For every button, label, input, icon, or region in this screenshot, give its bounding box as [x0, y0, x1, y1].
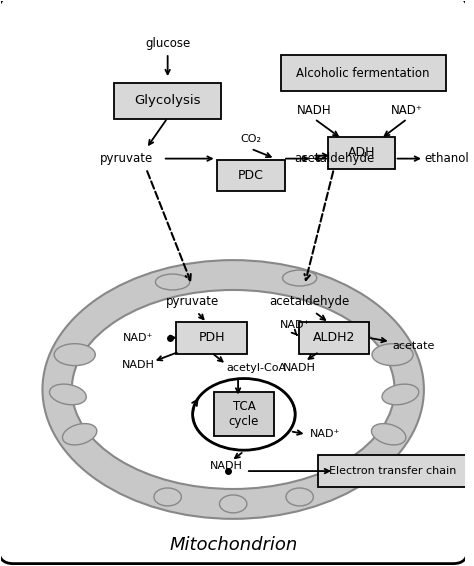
Text: acetaldehyde: acetaldehyde [294, 152, 374, 165]
Ellipse shape [72, 290, 394, 489]
FancyBboxPatch shape [318, 455, 467, 487]
Text: Glycolysis: Glycolysis [135, 95, 201, 108]
Ellipse shape [219, 495, 247, 513]
Ellipse shape [283, 270, 317, 286]
Ellipse shape [54, 344, 95, 366]
Text: NADH: NADH [297, 104, 332, 117]
Ellipse shape [43, 260, 424, 519]
Ellipse shape [286, 488, 313, 506]
Text: acetyl-CoA: acetyl-CoA [226, 363, 286, 372]
Ellipse shape [154, 488, 182, 506]
Ellipse shape [382, 384, 419, 405]
Ellipse shape [155, 274, 190, 290]
Ellipse shape [372, 344, 413, 366]
Text: TCA
cycle: TCA cycle [229, 400, 259, 428]
Text: ADH: ADH [347, 146, 375, 159]
Text: CO₂: CO₂ [240, 134, 261, 144]
Text: NAD⁺: NAD⁺ [123, 333, 154, 343]
FancyBboxPatch shape [299, 322, 369, 354]
Ellipse shape [49, 384, 86, 405]
Ellipse shape [63, 423, 97, 445]
FancyBboxPatch shape [281, 55, 446, 91]
FancyBboxPatch shape [217, 160, 284, 191]
Text: Mitochondrion: Mitochondrion [169, 535, 297, 554]
Text: NADH: NADH [122, 359, 155, 370]
Text: ethanol: ethanol [424, 152, 469, 165]
Text: ALDH2: ALDH2 [313, 331, 355, 344]
Text: Electron transfer chain: Electron transfer chain [329, 466, 456, 476]
Text: NADH: NADH [283, 363, 316, 372]
Text: Alcoholic fermentation: Alcoholic fermentation [297, 67, 430, 80]
FancyBboxPatch shape [176, 322, 247, 354]
Text: PDH: PDH [199, 331, 225, 344]
Text: NAD⁺: NAD⁺ [391, 104, 423, 117]
Text: PDC: PDC [238, 169, 264, 182]
Text: NAD⁺: NAD⁺ [310, 429, 340, 439]
FancyBboxPatch shape [328, 137, 395, 169]
Text: pyruvate: pyruvate [165, 295, 219, 308]
FancyBboxPatch shape [214, 392, 274, 436]
Ellipse shape [192, 379, 295, 450]
Text: acetate: acetate [392, 341, 435, 351]
FancyBboxPatch shape [114, 83, 221, 119]
Text: NAD⁺: NAD⁺ [280, 320, 310, 330]
Text: glucose: glucose [145, 37, 190, 50]
Text: acetaldehyde: acetaldehyde [269, 295, 350, 308]
Text: NADH: NADH [210, 461, 243, 471]
Ellipse shape [372, 423, 406, 445]
Text: pyruvate: pyruvate [100, 152, 153, 165]
